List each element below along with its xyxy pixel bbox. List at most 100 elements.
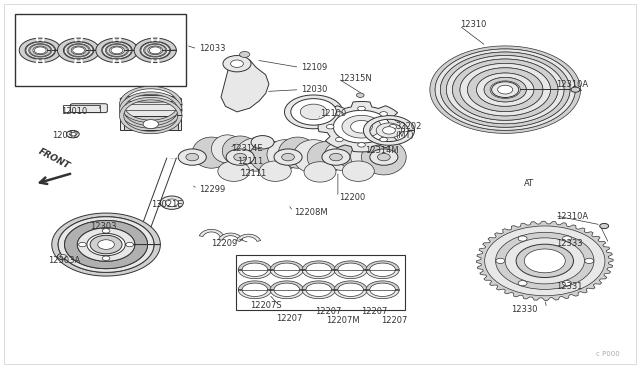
Text: 12207: 12207 [362, 307, 388, 316]
Circle shape [234, 153, 246, 161]
Polygon shape [221, 57, 269, 112]
Polygon shape [29, 44, 51, 57]
Circle shape [527, 104, 536, 109]
Circle shape [516, 244, 573, 278]
Circle shape [335, 112, 343, 116]
Polygon shape [270, 290, 303, 299]
Text: 12314M: 12314M [365, 146, 398, 155]
Text: 12310A: 12310A [556, 80, 588, 89]
Text: 32202: 32202 [396, 122, 422, 131]
Polygon shape [447, 55, 564, 124]
Circle shape [178, 149, 206, 165]
Text: 12100: 12100 [320, 109, 346, 118]
Circle shape [389, 125, 397, 129]
Polygon shape [430, 46, 580, 134]
Circle shape [330, 153, 342, 161]
Circle shape [161, 196, 183, 209]
Text: 12032: 12032 [52, 131, 78, 141]
Circle shape [488, 109, 497, 114]
Polygon shape [364, 116, 415, 145]
Polygon shape [238, 270, 271, 279]
Polygon shape [484, 77, 526, 102]
Circle shape [495, 232, 594, 289]
Circle shape [524, 249, 565, 273]
Circle shape [326, 125, 334, 129]
Text: 12109: 12109 [301, 63, 327, 72]
Circle shape [571, 87, 580, 92]
Polygon shape [120, 86, 182, 123]
Circle shape [513, 65, 522, 71]
Circle shape [102, 256, 110, 260]
Text: 12314E: 12314E [230, 144, 262, 153]
Ellipse shape [307, 141, 346, 173]
Circle shape [518, 280, 527, 286]
Polygon shape [238, 290, 271, 299]
Circle shape [126, 242, 134, 247]
Ellipse shape [211, 135, 243, 163]
Circle shape [492, 82, 519, 97]
Text: FRONT: FRONT [36, 147, 71, 171]
Circle shape [230, 60, 243, 67]
Ellipse shape [342, 161, 374, 182]
Polygon shape [270, 261, 303, 270]
Circle shape [380, 112, 387, 116]
Text: 12333: 12333 [556, 239, 583, 248]
Polygon shape [284, 95, 343, 129]
Text: 12030: 12030 [301, 85, 327, 94]
Circle shape [498, 85, 513, 94]
Circle shape [67, 131, 79, 138]
Circle shape [378, 153, 390, 161]
Circle shape [239, 51, 250, 57]
Polygon shape [435, 49, 575, 130]
Circle shape [58, 253, 69, 260]
Circle shape [356, 93, 364, 97]
Polygon shape [366, 261, 399, 270]
Text: 12207: 12207 [315, 307, 341, 316]
Polygon shape [238, 281, 271, 290]
Ellipse shape [259, 161, 291, 182]
Circle shape [383, 127, 396, 134]
Circle shape [282, 153, 294, 161]
Text: 12303A: 12303A [49, 256, 81, 265]
Text: 12207: 12207 [381, 316, 407, 325]
Polygon shape [302, 261, 335, 270]
Circle shape [335, 137, 343, 142]
Ellipse shape [304, 162, 336, 182]
Text: 12310: 12310 [461, 20, 487, 29]
Text: 12331: 12331 [556, 282, 583, 291]
Circle shape [90, 235, 122, 254]
Polygon shape [302, 290, 335, 299]
FancyBboxPatch shape [120, 99, 181, 131]
Polygon shape [302, 281, 335, 290]
Polygon shape [366, 290, 399, 299]
Polygon shape [452, 59, 558, 120]
Polygon shape [96, 38, 138, 62]
Text: 12299: 12299 [198, 185, 225, 194]
Polygon shape [218, 233, 243, 240]
Circle shape [358, 142, 365, 147]
Circle shape [251, 136, 274, 149]
Circle shape [484, 226, 605, 296]
Polygon shape [68, 44, 89, 57]
Text: 12033: 12033 [198, 44, 225, 53]
Polygon shape [134, 38, 176, 62]
Text: (MT): (MT) [396, 131, 414, 141]
Circle shape [70, 132, 76, 136]
FancyBboxPatch shape [15, 14, 186, 86]
Polygon shape [145, 44, 166, 57]
Ellipse shape [336, 138, 374, 169]
Polygon shape [120, 97, 182, 134]
Polygon shape [64, 42, 93, 59]
Polygon shape [302, 270, 335, 279]
Circle shape [79, 242, 86, 247]
Circle shape [518, 236, 527, 241]
Text: 12310A: 12310A [556, 212, 588, 221]
Text: 12010: 12010 [61, 108, 88, 116]
Polygon shape [460, 63, 550, 116]
Polygon shape [19, 38, 61, 62]
Text: 12208M: 12208M [294, 208, 328, 217]
Polygon shape [141, 42, 170, 59]
Polygon shape [334, 290, 367, 299]
Ellipse shape [278, 137, 317, 168]
Circle shape [539, 83, 548, 88]
